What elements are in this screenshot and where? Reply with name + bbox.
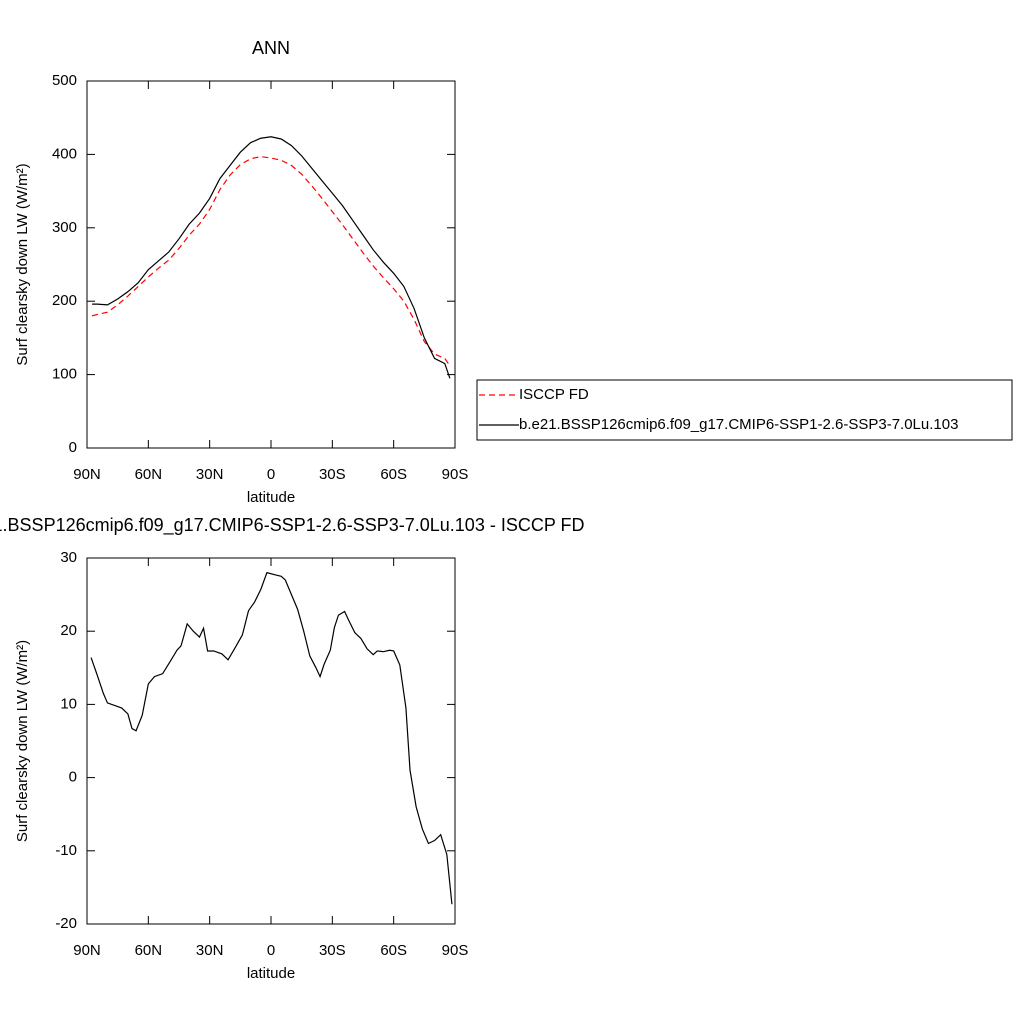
x-tick-label: 0 — [267, 466, 275, 483]
legend-box — [476, 379, 1013, 441]
x-tick-label: 60N — [135, 942, 163, 959]
legend: ISCCP FD b.e21.BSSP126cmip6.f09_g17.CMIP6… — [476, 379, 1013, 441]
x-tick-label: 60S — [380, 466, 407, 483]
y-tick-label: 100 — [52, 366, 77, 383]
y-tick-label: 200 — [52, 292, 77, 309]
x-axis-label: latitude — [247, 965, 295, 982]
data-line — [91, 155, 451, 367]
chart-title: ANN — [252, 38, 290, 58]
x-tick-label: 30S — [319, 942, 346, 959]
y-tick-label: 0 — [69, 439, 77, 456]
y-tick-label: 500 — [52, 72, 77, 89]
x-tick-label: 60S — [380, 942, 407, 959]
y-tick-label: -10 — [55, 842, 77, 859]
y-tick-label: 400 — [52, 145, 77, 162]
y-tick-label: 20 — [60, 622, 77, 639]
legend-label: b.e21.BSSP126cmip6.f09_g17.CMIP6-SSP1-2.… — [519, 416, 958, 433]
x-tick-label: 30S — [319, 466, 346, 483]
chart-title: b.e21.BSSP126cmip6.f09_g17.CMIP6-SSP1-2.… — [0, 515, 585, 536]
x-tick-label: 90N — [73, 466, 101, 483]
y-tick-label: 0 — [69, 769, 77, 786]
x-tick-label: 90N — [73, 942, 101, 959]
x-tick-label: 30N — [196, 942, 224, 959]
y-axis-label: Surf clearsky down LW (W/m²) — [14, 640, 31, 842]
x-tick-label: 90S — [442, 466, 469, 483]
y-axis-label: Surf clearsky down LW (W/m²) — [14, 163, 31, 365]
plot-frame — [86, 557, 456, 925]
y-tick-label: 30 — [60, 549, 77, 566]
y-tick-label: 10 — [60, 695, 77, 712]
y-tick-label: -20 — [55, 915, 77, 932]
x-tick-label: 0 — [267, 942, 275, 959]
plot-frame — [86, 80, 456, 449]
y-tick-label: 300 — [52, 219, 77, 236]
x-tick-label: 90S — [442, 942, 469, 959]
x-axis-label: latitude — [247, 489, 295, 506]
legend-label: ISCCP FD — [519, 386, 589, 403]
x-tick-label: 60N — [135, 466, 163, 483]
x-tick-label: 30N — [196, 466, 224, 483]
data-line — [92, 136, 451, 379]
data-line — [90, 571, 453, 905]
